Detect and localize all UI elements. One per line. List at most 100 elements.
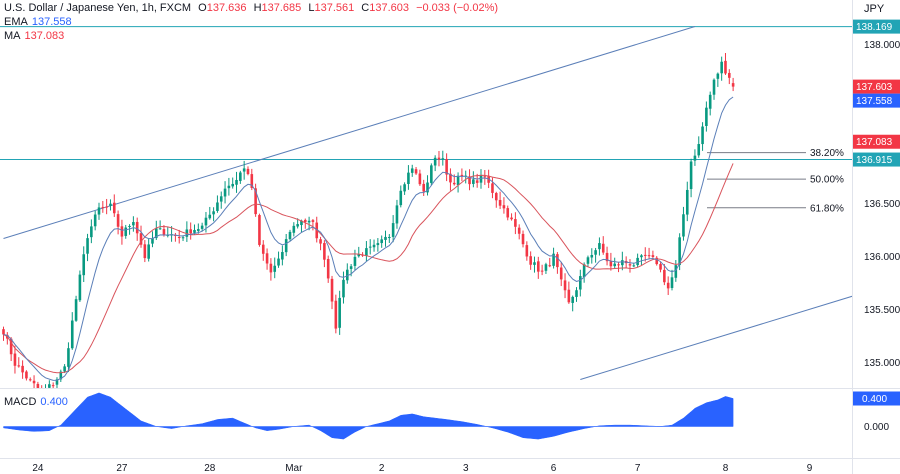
candle[interactable] [86,233,89,262]
candle[interactable] [559,261,563,287]
candle[interactable] [414,167,418,175]
candle[interactable] [353,249,357,271]
trend-line-0[interactable] [3,26,696,240]
candle[interactable] [273,257,277,279]
candle[interactable] [296,218,299,229]
candle[interactable] [166,227,170,238]
candle[interactable] [197,223,200,234]
candle[interactable] [212,207,215,222]
candle[interactable] [407,165,410,190]
candle[interactable] [655,256,659,266]
candle[interactable] [609,252,613,271]
candle[interactable] [193,224,196,235]
candle[interactable] [682,206,685,241]
candle[interactable] [185,221,189,242]
candle[interactable] [116,210,120,235]
candle[interactable] [544,262,548,274]
candle[interactable] [120,219,124,245]
candle[interactable] [708,91,712,116]
candle[interactable] [651,250,655,259]
candle[interactable] [139,225,143,248]
candle[interactable] [666,276,670,295]
candle[interactable] [219,191,223,209]
candle[interactable] [468,169,471,191]
candle[interactable] [25,370,28,381]
candle[interactable] [621,251,624,271]
candle[interactable] [372,239,376,252]
candle[interactable] [731,77,735,92]
candle[interactable] [300,219,303,233]
candle[interactable] [334,294,338,334]
candle[interactable] [548,257,552,268]
candle[interactable] [571,295,574,312]
candle[interactable] [445,153,448,182]
macd-pane[interactable] [3,392,734,440]
candle[interactable] [663,263,666,286]
candle[interactable] [326,255,330,283]
candle[interactable] [399,185,403,208]
candle[interactable] [567,281,571,304]
candle[interactable] [174,232,177,242]
candle[interactable] [303,218,307,229]
candle[interactable] [242,160,246,180]
macd-area[interactable] [3,392,734,440]
candle[interactable] [410,164,414,177]
candle[interactable] [319,236,322,251]
candle[interactable] [594,247,597,263]
candle[interactable] [517,224,521,240]
candle[interactable] [158,220,162,230]
candle[interactable] [82,246,86,283]
candle[interactable] [449,168,452,191]
candle[interactable] [498,191,502,210]
candle[interactable] [40,385,43,395]
candle[interactable] [13,345,17,374]
candle[interactable] [357,246,361,258]
candle[interactable] [384,230,387,247]
candle[interactable] [338,290,341,335]
candle[interactable] [21,360,24,379]
candle[interactable] [552,247,555,269]
candle[interactable] [67,342,70,373]
candle[interactable] [269,258,273,281]
candle[interactable] [368,239,372,255]
candle[interactable] [590,248,594,264]
candle[interactable] [529,251,532,270]
candle[interactable] [44,384,47,396]
candle[interactable] [514,212,517,235]
candle[interactable] [376,238,380,252]
candle[interactable] [70,312,74,350]
candle[interactable] [261,240,265,261]
candle[interactable] [292,222,296,237]
candle[interactable] [63,364,66,374]
candle[interactable] [460,168,464,182]
candle[interactable] [177,229,181,244]
trend-line-1[interactable] [580,289,874,380]
candle[interactable] [74,295,78,322]
candle[interactable] [617,261,620,273]
candle[interactable] [483,169,487,185]
candle[interactable] [494,191,498,208]
candle[interactable] [426,175,429,196]
candle[interactable] [105,198,108,215]
candle[interactable] [647,247,651,259]
candle[interactable] [575,287,578,302]
candle[interactable] [388,234,391,243]
candle[interactable] [403,182,406,195]
candle[interactable] [93,210,97,231]
candle[interactable] [36,381,40,391]
candle[interactable] [284,233,288,257]
candle[interactable] [640,254,643,266]
candle[interactable] [433,155,437,172]
candle[interactable] [628,259,632,273]
candle[interactable] [479,169,483,189]
candle[interactable] [250,168,254,191]
candle[interactable] [728,69,731,85]
candle[interactable] [330,275,334,310]
ema-line[interactable] [3,96,734,381]
candle[interactable] [556,252,559,274]
candle[interactable] [346,263,349,284]
candle[interactable] [281,245,284,266]
candle[interactable] [705,101,708,132]
candle[interactable] [701,122,704,151]
candle[interactable] [659,262,662,273]
